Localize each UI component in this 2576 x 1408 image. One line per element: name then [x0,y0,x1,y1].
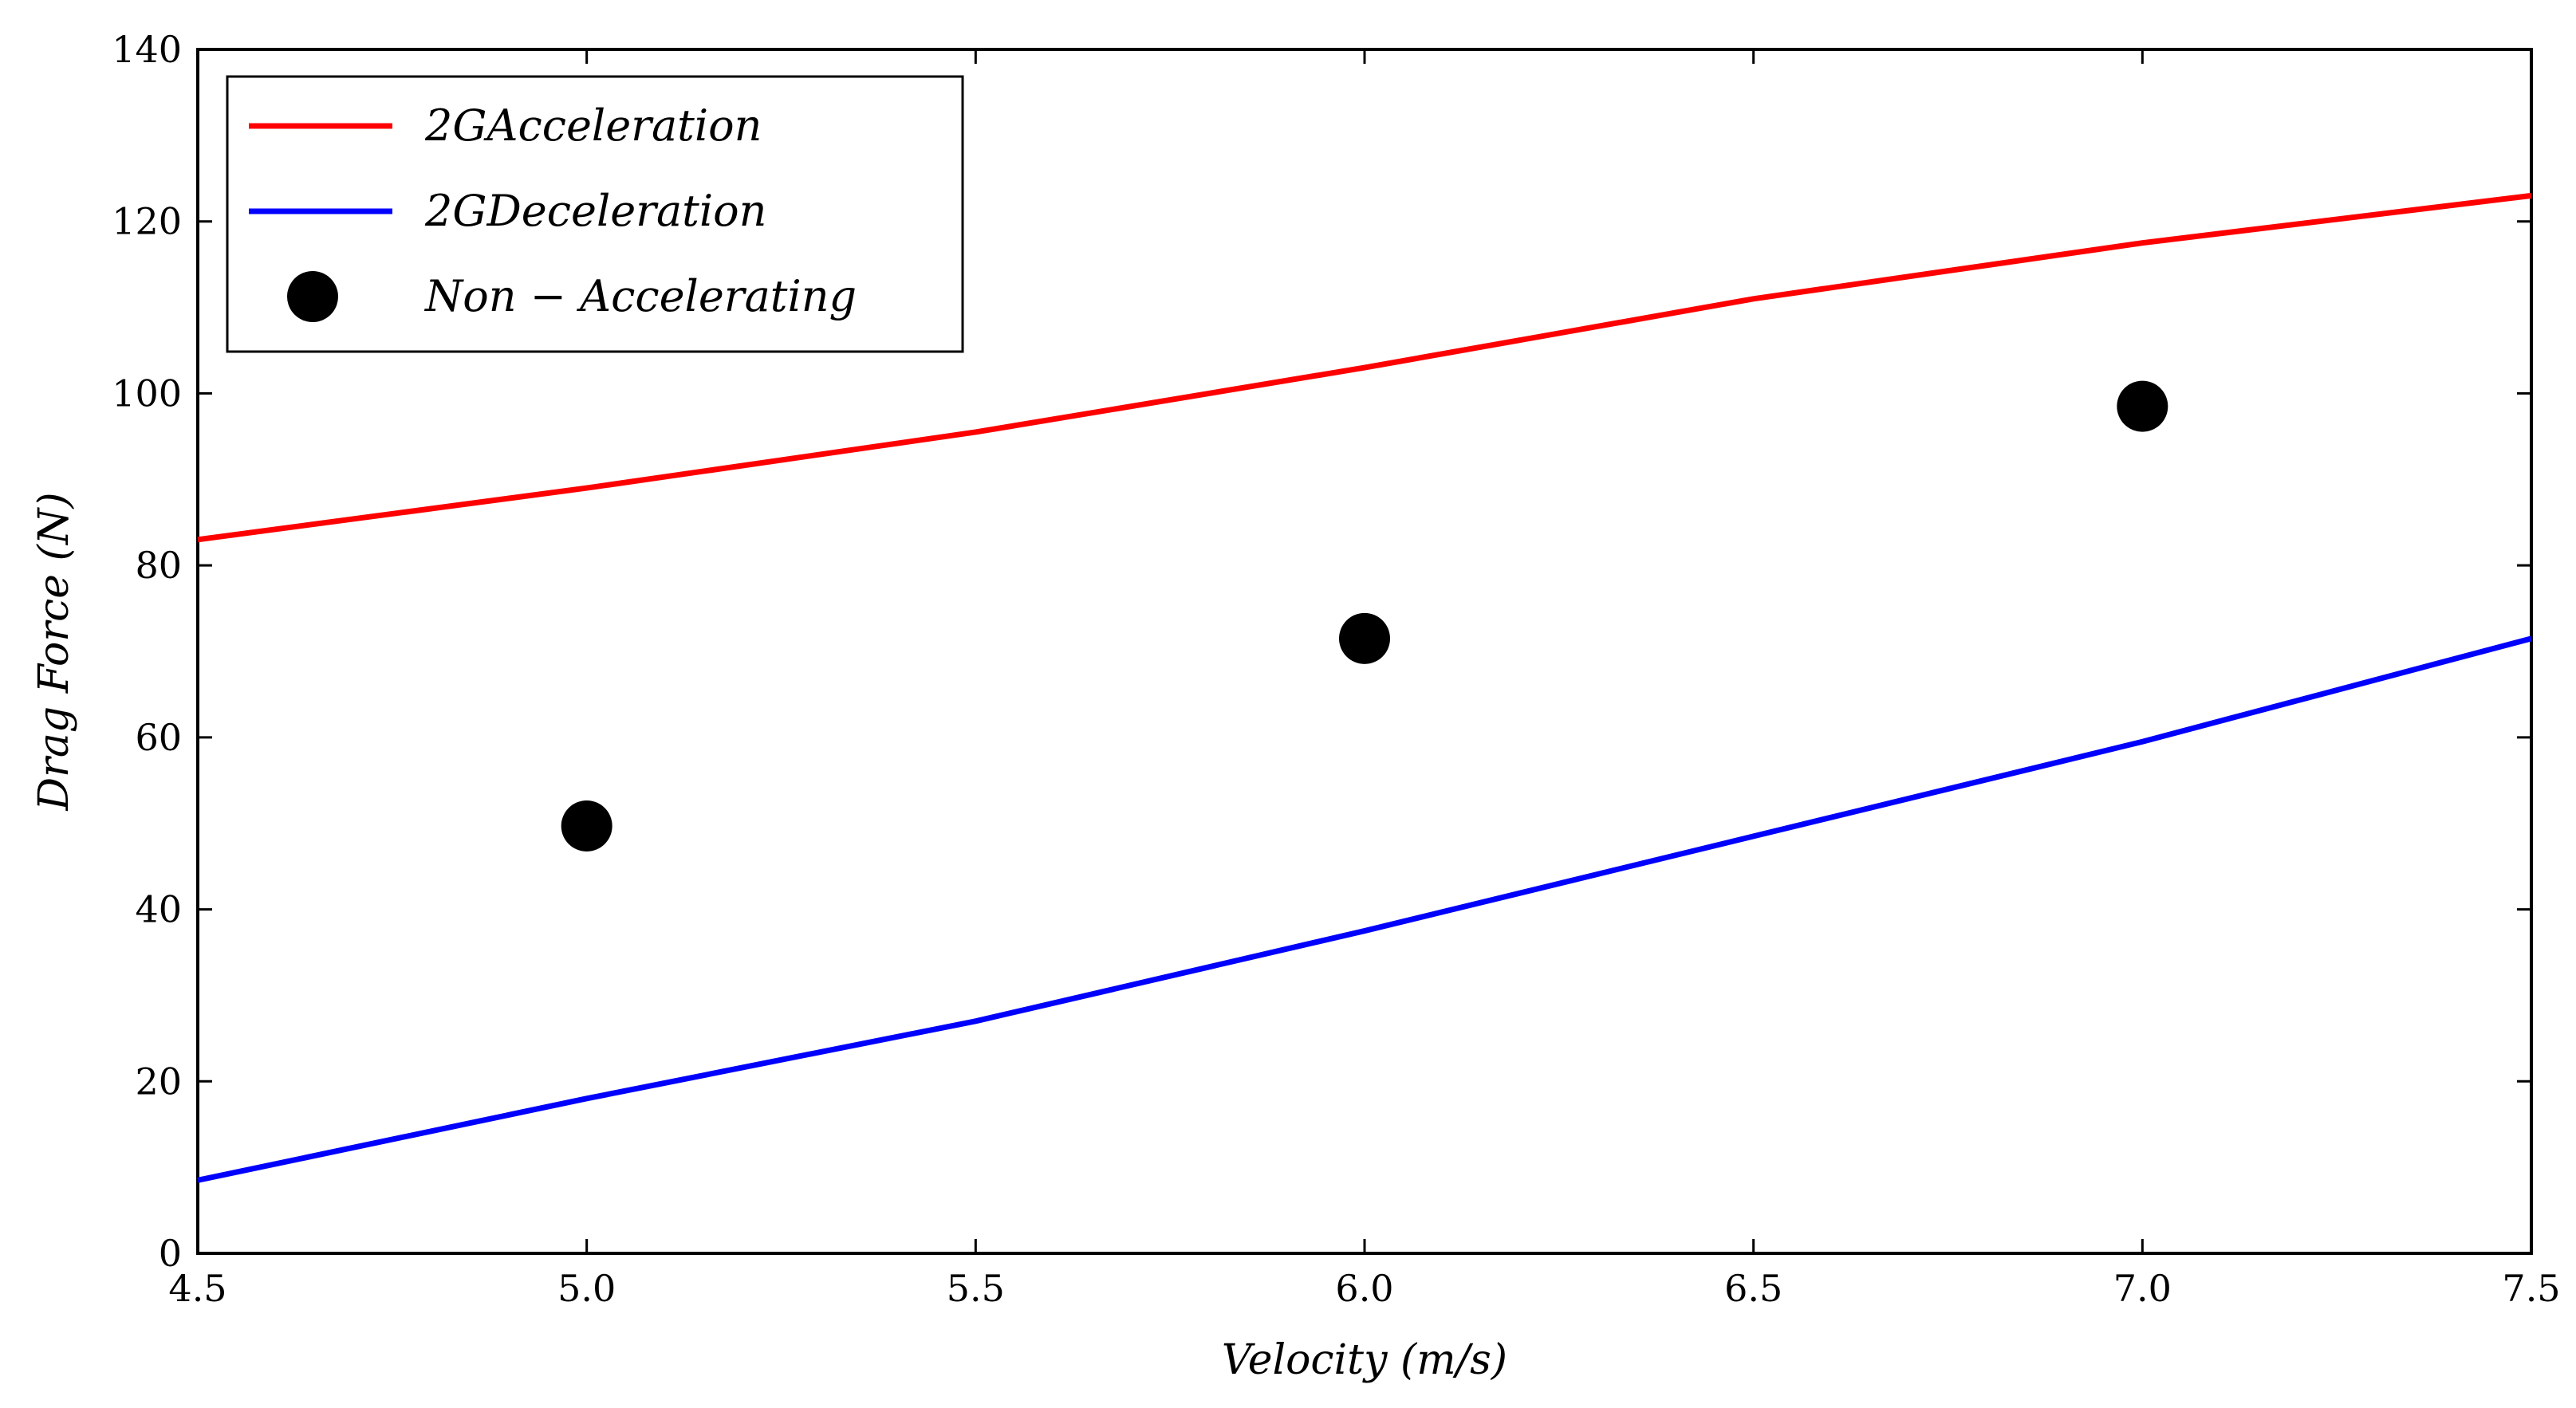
data-point-non-accelerating-2 [2117,380,2168,432]
data-point-non-accelerating-1 [1339,612,1390,664]
x-tick-label: 7.5 [2502,1267,2560,1310]
x-tick-label: 4.5 [168,1267,226,1310]
legend-label-acceleration: 2GAcceleration [424,100,762,151]
x-tick-label: 6.0 [1335,1267,1393,1310]
x-tick-label: 6.5 [1724,1267,1782,1310]
y-tick-label: 20 [135,1060,182,1103]
y-tick-label: 60 [135,716,182,759]
legend-swatch-non-accelerating [287,271,338,322]
ticks-layer: 4.5 5.0 5.5 6.0 6.5 7.0 7.5 0 20 40 60 80 100 120 140 [112,28,2560,1310]
series-line-2g-acceleration [197,192,2532,543]
y-tick-label: 100 [112,372,182,415]
legend: 2GAcceleration 2GDeceleration Non − Acce… [226,75,964,353]
y-tick-label: 40 [135,888,182,931]
series-line-2g-deceleration [197,635,2532,1183]
y-tick-label: 120 [112,200,182,243]
y-axis-label: Drag Force (N) [30,492,78,811]
legend-label-deceleration: 2GDeceleration [424,186,766,236]
legend-label-non-accelerating: Non − Accelerating [423,271,857,321]
data-point-non-accelerating-0 [561,800,612,851]
y-tick-label: 0 [159,1232,182,1275]
x-axis-label: Velocity (m/s) [1222,1336,1507,1384]
x-tick-label: 5.5 [947,1267,1005,1310]
y-tick-label: 140 [112,28,182,71]
x-tick-label: 7.0 [2113,1267,2172,1310]
x-tick-label: 5.0 [557,1267,616,1310]
y-tick-label: 80 [135,544,182,587]
series-layer [197,192,2532,1183]
